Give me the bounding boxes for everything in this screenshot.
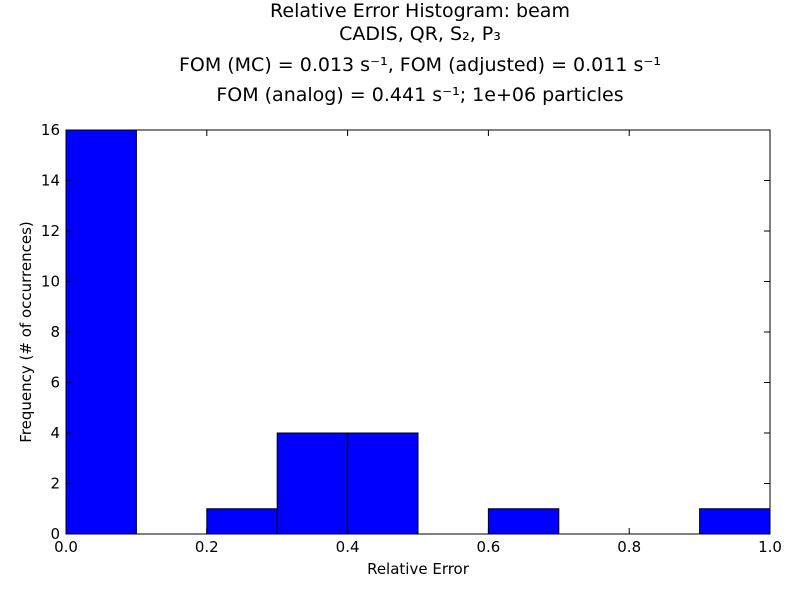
y-axis-label: Frequency (# of occurrences) — [17, 221, 35, 442]
y-tick-label: 0 — [50, 525, 60, 543]
y-tick-label: 4 — [50, 424, 60, 442]
histogram-bar — [487, 508, 560, 535]
y-tick-label: 14 — [41, 172, 60, 190]
x-axis-label: Relative Error — [367, 560, 470, 578]
histogram-bar — [699, 508, 771, 535]
x-tick-label: 1.0 — [758, 538, 782, 556]
title-line-2: CADIS, QR, S₂, P₃ — [339, 23, 501, 45]
y-tick-labels: 0 2 4 6 8 10 12 14 16 — [41, 121, 60, 543]
x-tick-label: 0.2 — [195, 538, 219, 556]
title-line-1: Relative Error Histogram: beam — [270, 0, 570, 22]
x-tick-labels: 0.0 0.2 0.4 0.6 0.8 1.0 — [54, 538, 782, 556]
y-tick-label: 2 — [50, 475, 60, 493]
plot-area-frame — [65, 129, 771, 535]
title-line-3: FOM (MC) = 0.013 s⁻¹, FOM (adjusted) = 0… — [179, 54, 661, 76]
x-tick-label: 0.0 — [54, 538, 78, 556]
histogram-bar — [276, 432, 349, 535]
x-tick-label: 0.8 — [617, 538, 641, 556]
histogram-bars — [65, 129, 771, 535]
x-tick-label: 0.4 — [336, 538, 360, 556]
y-tick-label: 8 — [50, 323, 60, 341]
y-tick-label: 6 — [50, 374, 60, 392]
histogram-bar — [65, 129, 137, 535]
chart-title: Relative Error Histogram: beam CADIS, QR… — [179, 0, 661, 106]
y-tick-label: 10 — [41, 273, 60, 291]
histogram-bar — [347, 432, 419, 535]
title-line-4: FOM (analog) = 0.441 s⁻¹; 1e+06 particle… — [216, 84, 623, 106]
histogram-bar — [206, 508, 278, 535]
x-tick-label: 0.6 — [476, 538, 500, 556]
y-tick-label: 16 — [41, 121, 60, 139]
y-tick-label: 12 — [41, 222, 60, 240]
